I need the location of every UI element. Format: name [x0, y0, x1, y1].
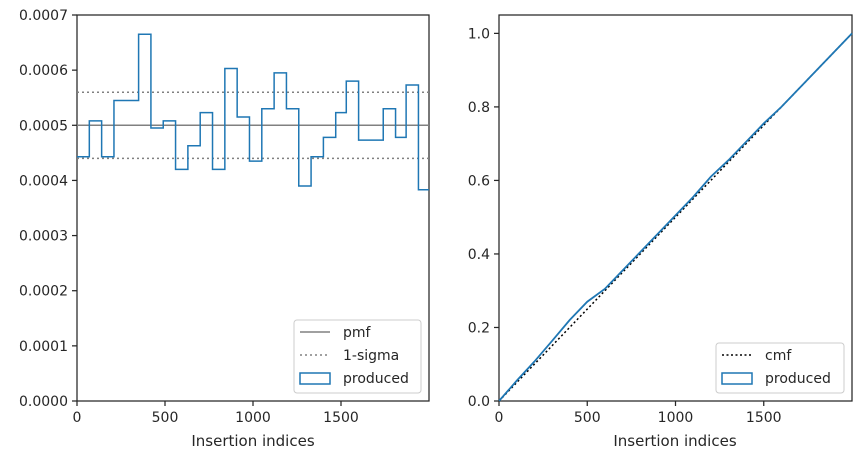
y-tick-label: 0.0003	[19, 229, 68, 245]
x-tick-label: 500	[574, 410, 601, 426]
legend-cmf-label: cmf	[765, 348, 792, 364]
y-tick-label: 0.0007	[19, 8, 68, 24]
x-axis-label: Insertion indices	[613, 432, 736, 450]
y-tick-label: 0.4	[468, 247, 490, 263]
x-tick-label: 1500	[746, 410, 782, 426]
legend-produced-label: produced	[343, 371, 409, 387]
legend-sigma-label: 1-sigma	[343, 348, 399, 364]
x-tick-label: 1000	[235, 410, 271, 426]
y-tick-label: 1.0	[468, 26, 490, 42]
y-tick-label: 0.6	[468, 173, 490, 189]
produced-cumulative-line	[498, 32, 853, 402]
y-tick-label: 0.0002	[19, 284, 68, 300]
x-axis-label: Insertion indices	[191, 432, 314, 450]
legend-pmf-label: pmf	[343, 325, 372, 341]
legend-produced-swatch	[721, 372, 753, 385]
y-tick-label: 0.0000	[19, 394, 68, 410]
produced-step-line	[77, 33, 429, 191]
x-tick-label: 500	[152, 410, 179, 426]
x-tick-label: 1000	[658, 410, 694, 426]
legend-box	[293, 319, 422, 394]
y-tick-label: 0.8	[468, 100, 490, 116]
y-tick-label: 0.0005	[19, 118, 68, 134]
y-tick-label: 0.0001	[19, 339, 68, 355]
legend-produced-swatch	[299, 372, 331, 385]
legend: pmf 1-sigma produced	[293, 319, 422, 394]
y-tick-label: 0.0004	[19, 173, 68, 189]
x-tick-label: 1500	[323, 410, 359, 426]
legend-produced-label: produced	[765, 371, 831, 387]
cmf-chart: 0.0 0.2 0.4 0.6 0.8 1.0 0 500 1000 1500 Insertio…	[468, 14, 853, 450]
pmf-histogram-chart: 0.0000 0.0001 0.0002 0.0003 0.0004 0.0005 0.00…	[19, 8, 430, 450]
y-tick-label: 0.0006	[19, 63, 68, 79]
y-tick-label: 0.0	[468, 394, 490, 410]
legend-box	[715, 342, 845, 394]
legend: cmf produced	[715, 342, 845, 394]
x-tick-label: 0	[73, 410, 82, 426]
y-tick-label: 0.2	[468, 320, 490, 336]
x-tick-label: 0	[495, 410, 504, 426]
